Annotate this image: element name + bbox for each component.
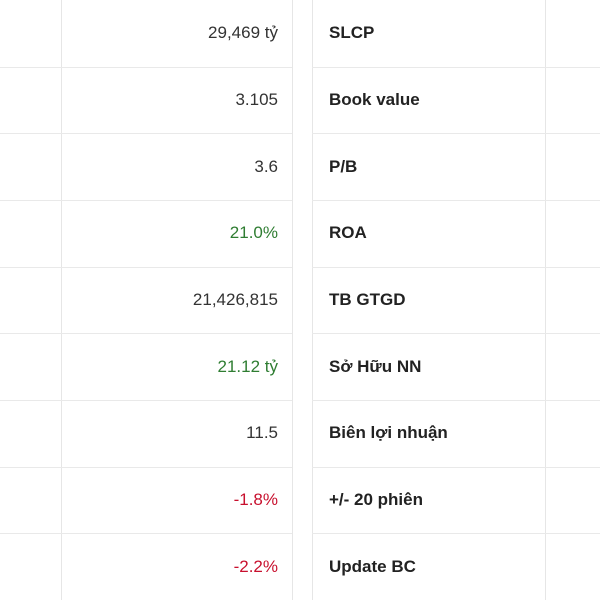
stat-value: 3.6 <box>254 156 278 176</box>
stat-value: 21,426,815 <box>192 290 278 309</box>
row-border <box>312 133 600 135</box>
column-border <box>292 0 293 600</box>
column-border <box>312 0 313 600</box>
row-border <box>312 66 600 68</box>
column-border <box>61 0 62 600</box>
column-border <box>545 0 546 600</box>
row-border <box>312 266 600 268</box>
stat-label: Sở Hữu NN <box>329 356 422 376</box>
row-border <box>0 466 292 468</box>
stat-value: 29,469 tỷ <box>208 23 278 43</box>
stat-label: Book value <box>329 90 420 109</box>
row-border <box>0 400 292 401</box>
stat-label: TB GTGD <box>329 290 406 309</box>
stat-value: -1.8% <box>233 490 278 509</box>
stat-label: P/B <box>329 156 358 176</box>
row-border <box>0 333 292 335</box>
stat-value: 21.0% <box>229 223 278 243</box>
stat-value: -2.2% <box>233 556 278 576</box>
row-border <box>312 466 600 468</box>
row-border <box>0 66 292 68</box>
stat-value: 11.5 <box>246 423 278 443</box>
row-border <box>312 533 600 535</box>
stat-value: 21.12 tỷ <box>217 356 279 376</box>
row-border <box>312 333 600 335</box>
row-border <box>312 200 600 201</box>
row-border <box>0 533 292 535</box>
row-border <box>0 266 292 268</box>
stat-label: Biên lợi nhuận <box>329 423 448 443</box>
row-border <box>312 400 600 401</box>
stat-label: +/- 20 phiên <box>329 490 423 509</box>
row-border <box>0 200 292 201</box>
stat-label: SLCP <box>329 23 375 43</box>
stat-label: ROA <box>329 223 367 243</box>
row-border <box>0 133 292 135</box>
stat-label: Update BC <box>329 556 416 576</box>
stat-value: 3.105 <box>235 90 278 109</box>
